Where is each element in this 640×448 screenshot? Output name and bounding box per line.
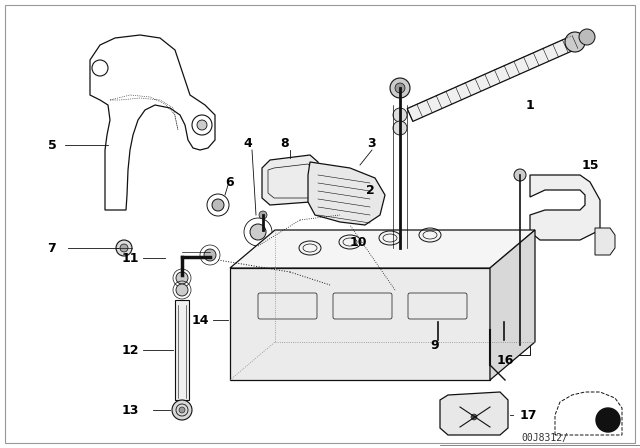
Polygon shape — [230, 230, 535, 268]
Circle shape — [471, 414, 477, 420]
Text: 4: 4 — [244, 137, 252, 150]
Circle shape — [499, 335, 509, 345]
Circle shape — [596, 408, 620, 432]
Circle shape — [395, 83, 405, 93]
Text: 9: 9 — [431, 339, 439, 352]
Circle shape — [176, 284, 188, 296]
Polygon shape — [308, 162, 385, 225]
Polygon shape — [230, 268, 490, 380]
Circle shape — [565, 32, 585, 52]
Circle shape — [397, 265, 403, 271]
Text: 6: 6 — [226, 176, 234, 189]
Circle shape — [259, 211, 267, 219]
Circle shape — [514, 169, 526, 181]
Circle shape — [579, 29, 595, 45]
Circle shape — [120, 244, 128, 252]
Text: 14: 14 — [191, 314, 209, 327]
Text: 10: 10 — [349, 236, 367, 249]
Polygon shape — [374, 248, 420, 295]
Circle shape — [197, 120, 207, 130]
Circle shape — [176, 272, 188, 284]
Circle shape — [395, 300, 405, 310]
Polygon shape — [262, 155, 318, 205]
Polygon shape — [424, 278, 516, 322]
FancyBboxPatch shape — [175, 300, 189, 400]
Polygon shape — [530, 175, 600, 240]
Circle shape — [116, 240, 132, 256]
Circle shape — [212, 199, 224, 211]
Polygon shape — [440, 392, 508, 435]
Circle shape — [204, 249, 216, 261]
Text: 11: 11 — [121, 251, 139, 264]
Circle shape — [179, 407, 185, 413]
Text: 2: 2 — [365, 184, 374, 197]
Text: 17: 17 — [519, 409, 537, 422]
Circle shape — [390, 78, 410, 98]
Polygon shape — [595, 228, 615, 255]
Circle shape — [433, 335, 443, 345]
Polygon shape — [407, 35, 578, 121]
Text: 1: 1 — [525, 99, 534, 112]
Text: 00J8312/: 00J8312/ — [522, 433, 568, 443]
Text: 7: 7 — [47, 241, 56, 254]
Text: 8: 8 — [281, 137, 289, 150]
Circle shape — [395, 313, 405, 323]
Circle shape — [393, 108, 407, 122]
Polygon shape — [358, 252, 395, 275]
Text: 5: 5 — [47, 138, 56, 151]
Circle shape — [250, 224, 266, 240]
Text: 13: 13 — [122, 404, 139, 417]
Text: 12: 12 — [121, 344, 139, 357]
Circle shape — [393, 121, 407, 135]
Circle shape — [172, 400, 192, 420]
Text: 3: 3 — [368, 137, 376, 150]
Polygon shape — [490, 230, 535, 380]
Text: 16: 16 — [496, 353, 514, 366]
Text: 15: 15 — [581, 159, 599, 172]
